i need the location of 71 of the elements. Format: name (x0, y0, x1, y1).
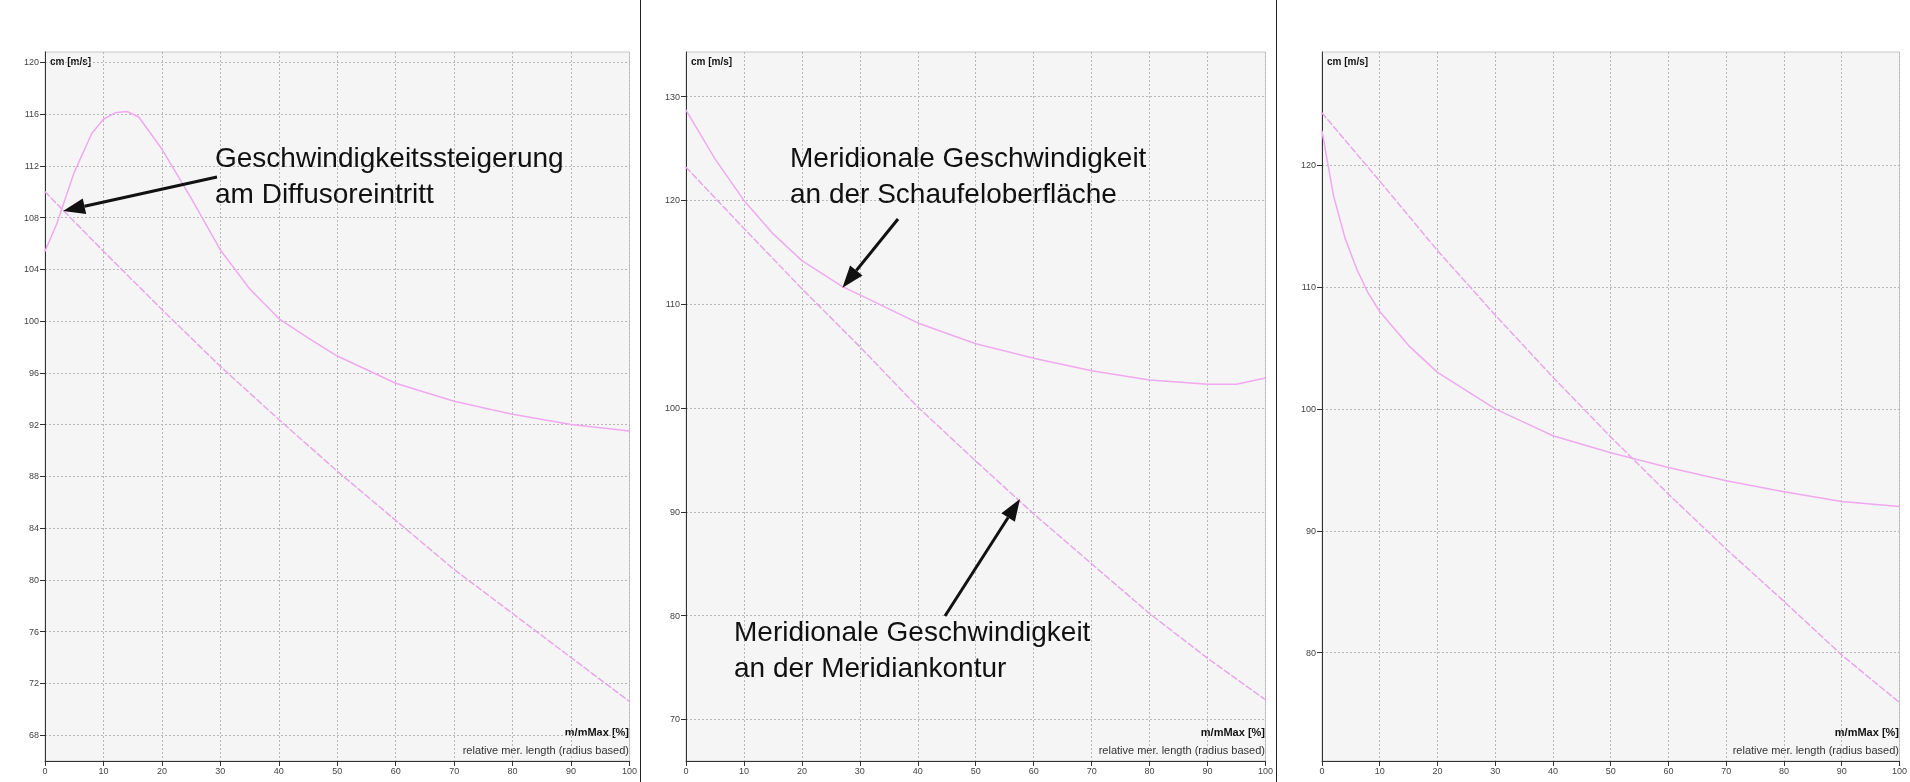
x-tick-label: 70 (1721, 765, 1732, 776)
x-tick-label: 100 (1257, 765, 1274, 776)
y-tick-label: 100 (23, 316, 39, 327)
x-tick-label: 40 (912, 765, 923, 776)
line-series (1321, 112, 1901, 704)
x-tick-label: 0 (683, 765, 689, 776)
x-tick-label: 20 (1432, 765, 1443, 776)
x-tick-label: 10 (1374, 765, 1385, 776)
y-tick-label: 80 (669, 610, 680, 621)
y-tick-label: 116 (24, 109, 39, 120)
y-tick-label: 96 (28, 367, 39, 378)
y-tick-label: 110 (665, 299, 680, 310)
y-tick-label: 88 (28, 471, 39, 482)
x-tick-label: 80 (1778, 765, 1789, 776)
y-axis-title: cm [m/s] (1327, 55, 1369, 67)
y-tick-label: 72 (28, 678, 39, 689)
x-tick-label: 50 (970, 765, 981, 776)
y-tick-label: 80 (1305, 647, 1316, 658)
y-tick-label: 130 (664, 91, 680, 102)
x-tick-label: 100 (621, 765, 638, 776)
x-tick-label: 70 (1086, 765, 1097, 776)
x-tick-label: 40 (1547, 765, 1558, 776)
annotation: Meridionale Geschwindigkeit an der Meridiankontur (734, 615, 1091, 685)
y-tick-label: 104 (23, 264, 39, 275)
y-tick-label: 90 (1305, 525, 1316, 536)
annotation: Geschwindigkeitssteigerung am Diffusoreintritt (215, 141, 564, 211)
x-axis-title: m/mMax [%] (1200, 725, 1266, 738)
line-series (685, 109, 1267, 385)
y-tick-label: 92 (28, 419, 39, 430)
x-tick-label: 30 (854, 765, 865, 776)
y-tick-label: 84 (28, 523, 39, 534)
y-tick-label: 120 (23, 57, 39, 68)
y-tick-label: 80 (28, 574, 39, 585)
y-tick-label: 120 (664, 195, 680, 206)
x-tick-label: 10 (738, 765, 749, 776)
x-tick-label: 20 (796, 765, 807, 776)
y-axis-title: cm [m/s] (691, 55, 733, 67)
x-tick-label: 60 (390, 765, 401, 776)
y-tick-label: 100 (664, 403, 680, 414)
x-tick-label: 20 (156, 765, 167, 776)
annotation: relative mer. length (radius based) (1098, 743, 1265, 756)
x-tick-label: 50 (332, 765, 343, 776)
x-tick-label: 80 (1144, 765, 1155, 776)
annotation: relative mer. length (radius based) (462, 743, 629, 756)
x-tick-label: 10 (98, 765, 109, 776)
x-tick-label: 90 (1836, 765, 1847, 776)
y-tick-label: 70 (669, 714, 680, 725)
x-tick-label: 100 (1891, 765, 1908, 776)
annotation: relative mer. length (radius based) (1732, 743, 1899, 756)
y-tick-label: 108 (23, 212, 39, 223)
x-tick-label: 60 (1028, 765, 1039, 776)
y-tick-label: 100 (1300, 403, 1316, 414)
y-tick-label: 110 (1301, 282, 1316, 293)
y-tick-label: 68 (28, 730, 39, 741)
x-tick-label: 90 (1202, 765, 1213, 776)
y-tick-label: 76 (28, 626, 39, 637)
x-tick-label: 40 (273, 765, 284, 776)
x-tick-label: 30 (215, 765, 226, 776)
x-tick-label: 60 (1663, 765, 1674, 776)
y-tick-label: 112 (24, 160, 39, 171)
y-tick-label: 120 (1300, 160, 1316, 171)
x-tick-label: 50 (1605, 765, 1616, 776)
x-tick-label: 70 (449, 765, 460, 776)
x-tick-label: 90 (566, 765, 577, 776)
x-tick-label: 0 (1319, 765, 1325, 776)
x-tick-label: 80 (507, 765, 518, 776)
y-tick-label: 90 (669, 506, 680, 517)
x-tick-label: 30 (1490, 765, 1501, 776)
annotation: Meridionale Geschwindigkeit an der Schaufeloberfläche (790, 141, 1147, 211)
x-axis-title: m/mMax [%] (1834, 725, 1900, 738)
x-tick-label: 0 (42, 765, 48, 776)
